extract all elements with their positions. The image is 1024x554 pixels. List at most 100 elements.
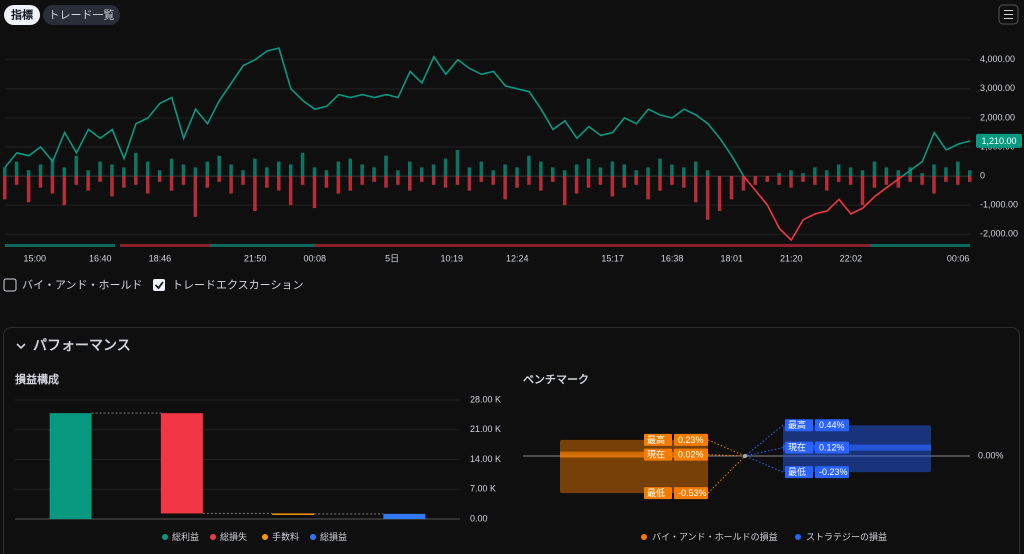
excursion-bar bbox=[324, 170, 329, 177]
collapse-chevron[interactable] bbox=[16, 343, 26, 350]
excursion-bar bbox=[848, 176, 853, 185]
checkbox-label[interactable]: バイ・アンド・ホールド bbox=[22, 278, 143, 291]
x-tick-label: 15:00 bbox=[24, 253, 47, 263]
excursion-bar bbox=[360, 176, 364, 185]
excursion-bar bbox=[300, 152, 305, 177]
excursion-bar bbox=[586, 176, 591, 188]
legend-label: バイ・アンド・ホールドの損益 bbox=[652, 531, 778, 542]
excursion-bar bbox=[753, 176, 758, 185]
excursion-bar bbox=[551, 167, 555, 177]
excursion-bar bbox=[277, 161, 281, 177]
last-value-label: 1,210.00 bbox=[981, 136, 1016, 146]
excursion-bar bbox=[26, 176, 31, 203]
bar bbox=[49, 413, 92, 519]
excursion-bar bbox=[312, 167, 317, 177]
excursion-bar bbox=[920, 176, 924, 185]
excursion-bar bbox=[658, 176, 662, 191]
excursion-bar bbox=[134, 152, 138, 177]
value-label: 0.23% bbox=[678, 435, 704, 445]
excursion-bar bbox=[431, 164, 436, 177]
x-tick-label: 00:08 bbox=[303, 253, 326, 263]
excursion-bar bbox=[705, 176, 710, 220]
category-label: 最低 bbox=[647, 487, 665, 498]
excursion-bar bbox=[86, 176, 90, 191]
excursion-bar bbox=[431, 176, 436, 185]
excursion-bar bbox=[789, 176, 793, 188]
excursion-bar bbox=[551, 176, 555, 182]
x-tick-label: 5日 bbox=[385, 253, 399, 263]
legend-dot bbox=[310, 534, 316, 540]
excursion-bar bbox=[658, 158, 662, 177]
excursion-bar bbox=[562, 170, 567, 177]
excursion-bar bbox=[598, 176, 603, 185]
menu-button[interactable] bbox=[998, 4, 1019, 25]
tab-active[interactable] bbox=[4, 5, 40, 25]
excursion-bar bbox=[3, 176, 7, 200]
y-tick-label: 4,000.00 bbox=[980, 54, 1015, 64]
excursion-bar bbox=[503, 176, 507, 200]
x-tick-label: 12:24 bbox=[506, 253, 529, 263]
excursion-bar bbox=[26, 170, 31, 177]
excursion-bar bbox=[789, 170, 793, 177]
excursion-bar bbox=[908, 176, 912, 182]
excursion-bar bbox=[157, 176, 162, 182]
checkbox-checked[interactable] bbox=[153, 279, 165, 291]
excursion-bar bbox=[884, 167, 889, 177]
excursion-bar bbox=[348, 158, 352, 177]
excursion-bar bbox=[872, 161, 877, 177]
excursion-bar bbox=[777, 173, 781, 177]
timeline-strip bbox=[210, 244, 315, 247]
value-box bbox=[674, 433, 708, 446]
excursion-bar bbox=[122, 167, 126, 177]
excursion-bar bbox=[944, 176, 948, 182]
excursion-bar bbox=[622, 164, 627, 177]
excursion-bar bbox=[705, 170, 710, 177]
y-tick-label: -2,000.00 bbox=[980, 229, 1018, 239]
excursion-bar bbox=[801, 173, 805, 177]
range-box bbox=[560, 439, 708, 494]
value-label: 0.44% bbox=[819, 420, 845, 430]
excursion-bar bbox=[646, 167, 650, 177]
excursion-bar bbox=[836, 176, 841, 182]
value-label: 0.02% bbox=[678, 449, 704, 459]
excursion-bar bbox=[372, 176, 376, 182]
checkbox[interactable] bbox=[3, 278, 17, 292]
y-tick-label: -1,000.00 bbox=[980, 200, 1018, 210]
excursion-bar bbox=[896, 170, 901, 177]
tab-label[interactable]: 指標 bbox=[11, 7, 33, 21]
label-box bbox=[785, 441, 813, 454]
tab[interactable] bbox=[43, 5, 120, 25]
tab-label[interactable]: トレード一覧 bbox=[49, 7, 115, 21]
label-box bbox=[785, 419, 813, 432]
fan-line bbox=[744, 447, 784, 457]
excursion-bar bbox=[825, 176, 829, 191]
excursion-bar bbox=[443, 176, 448, 188]
excursion-bar bbox=[241, 170, 245, 177]
label-box bbox=[785, 466, 813, 479]
excursion-bar bbox=[503, 164, 507, 177]
excursion-bar bbox=[884, 176, 889, 185]
excursion-bar bbox=[324, 176, 329, 188]
excursion-bar bbox=[396, 176, 400, 185]
excursion-bar bbox=[443, 158, 448, 177]
value-box bbox=[674, 487, 708, 500]
timeline-strip bbox=[315, 244, 870, 247]
checkbox-label[interactable]: トレードエクスカーション bbox=[172, 278, 303, 291]
excursion-bar bbox=[265, 176, 269, 188]
excursion-bar bbox=[670, 176, 674, 185]
bar bbox=[383, 513, 426, 519]
excursion-bar bbox=[288, 176, 293, 206]
x-tick-label: 16:40 bbox=[89, 253, 112, 263]
excursion-bar bbox=[527, 155, 531, 177]
last-value-box bbox=[976, 133, 1022, 148]
x-tick-label: 10:19 bbox=[440, 253, 463, 263]
excursion-bar bbox=[693, 161, 698, 177]
excursion-bar bbox=[896, 176, 901, 188]
excursion-bar bbox=[408, 161, 412, 177]
excursion-bar bbox=[122, 176, 126, 188]
excursion-bar bbox=[50, 158, 55, 177]
legend-label: 総損益 bbox=[320, 531, 347, 542]
excursion-bar bbox=[491, 170, 495, 177]
excursion-bar bbox=[455, 149, 460, 177]
